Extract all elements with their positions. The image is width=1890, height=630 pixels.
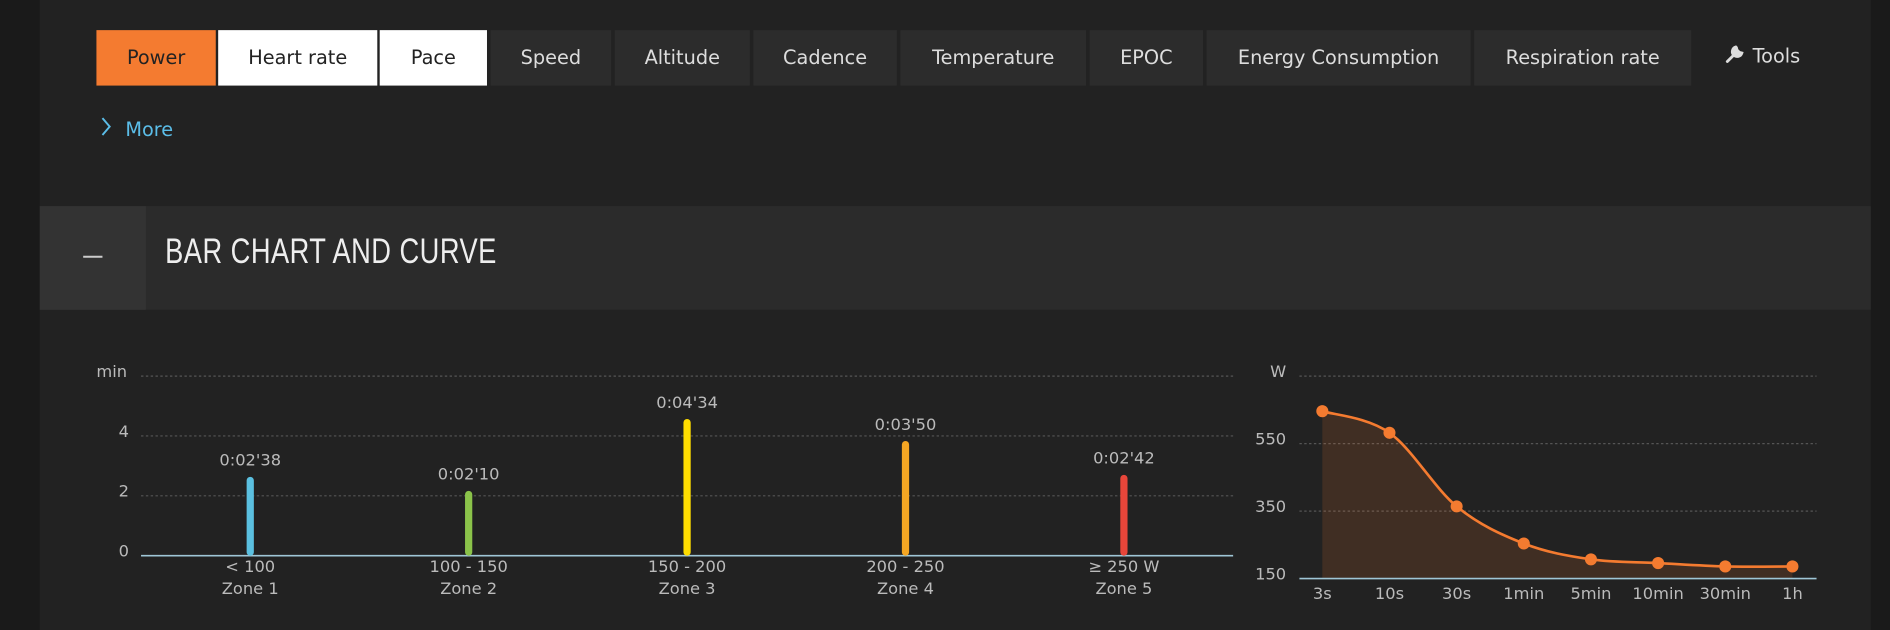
tools-label: Tools [1752,44,1801,68]
tab[interactable]: Pace [379,30,487,86]
tab[interactable]: EPOC [1089,30,1203,86]
tab[interactable]: Temperature [900,30,1087,86]
zone-label: Zone 1 [222,579,279,598]
section-header: BAR CHART AND CURVE [39,206,1871,310]
bar [901,440,910,556]
point [1584,553,1597,566]
minus-icon [83,255,103,258]
zone-label: Zone 4 [877,579,934,598]
x-tick-label: 1h [1782,584,1803,603]
bar [1120,474,1128,556]
x-tick-label: 30s [1442,584,1471,603]
tab[interactable]: Altitude [614,30,750,86]
line [1321,409,1793,569]
point [1786,560,1799,573]
x-tick-label: ≥ 250 W [1088,557,1159,576]
bar [246,476,254,556]
collapse-button[interactable] [39,206,146,310]
tab[interactable]: Speed [490,30,612,86]
more-link[interactable]: More [99,116,173,141]
tab[interactable]: Energy Consumption [1206,30,1471,86]
tab[interactable]: Power [96,30,216,86]
bar [683,418,691,556]
wrench-icon [1725,45,1744,63]
y-tick-label: 150 [1255,564,1286,583]
tools-button[interactable]: Tools [1724,43,1801,68]
point [1383,426,1396,439]
zone-label: Zone 3 [659,579,716,598]
point [1450,500,1463,513]
chevron-icon [101,117,111,136]
value-label: 0:03'50 [875,415,937,434]
y-tick-label: 0 [119,542,129,561]
point [1316,405,1329,418]
y-axis-label: W [1270,362,1286,381]
x-tick-label: 100 - 150 [430,557,508,576]
bar [465,490,473,556]
value-label: 0:02'10 [438,465,500,484]
area [1322,411,1793,579]
value-label: 0:02'38 [219,451,281,470]
x-tick-label: 10s [1375,584,1404,603]
point [1652,557,1665,570]
x-tick-label: 5min [1570,584,1611,603]
tab[interactable]: Respiration rate [1474,30,1692,86]
main-panel [39,0,1871,630]
zone-label: Zone 5 [1095,579,1152,598]
x-tick-label: 10min [1632,584,1683,603]
point [1517,537,1530,550]
x-tick-label: 30min [1700,584,1751,603]
more-label: More [125,118,174,142]
y-axis-label: min [96,362,127,381]
value-label: 0:04'34 [656,393,718,412]
x-tick-label: 1min [1503,584,1544,603]
y-tick-label: 550 [1255,429,1286,448]
tab[interactable]: Cadence [753,30,897,86]
y-tick-label: 2 [119,482,129,501]
value-label: 0:02'42 [1093,449,1155,468]
x-tick-label: < 100 [225,557,275,576]
section-title: BAR CHART AND CURVE [165,232,497,272]
x-tick-label: 200 - 250 [866,557,944,576]
zone-label: Zone 2 [440,579,497,598]
x-tick-label: 150 - 200 [648,557,726,576]
x-tick-label: 3s [1313,584,1332,603]
tab[interactable]: Heart rate [218,30,378,86]
y-tick-label: 4 [119,422,129,441]
point [1719,560,1732,573]
y-tick-label: 350 [1255,497,1286,516]
